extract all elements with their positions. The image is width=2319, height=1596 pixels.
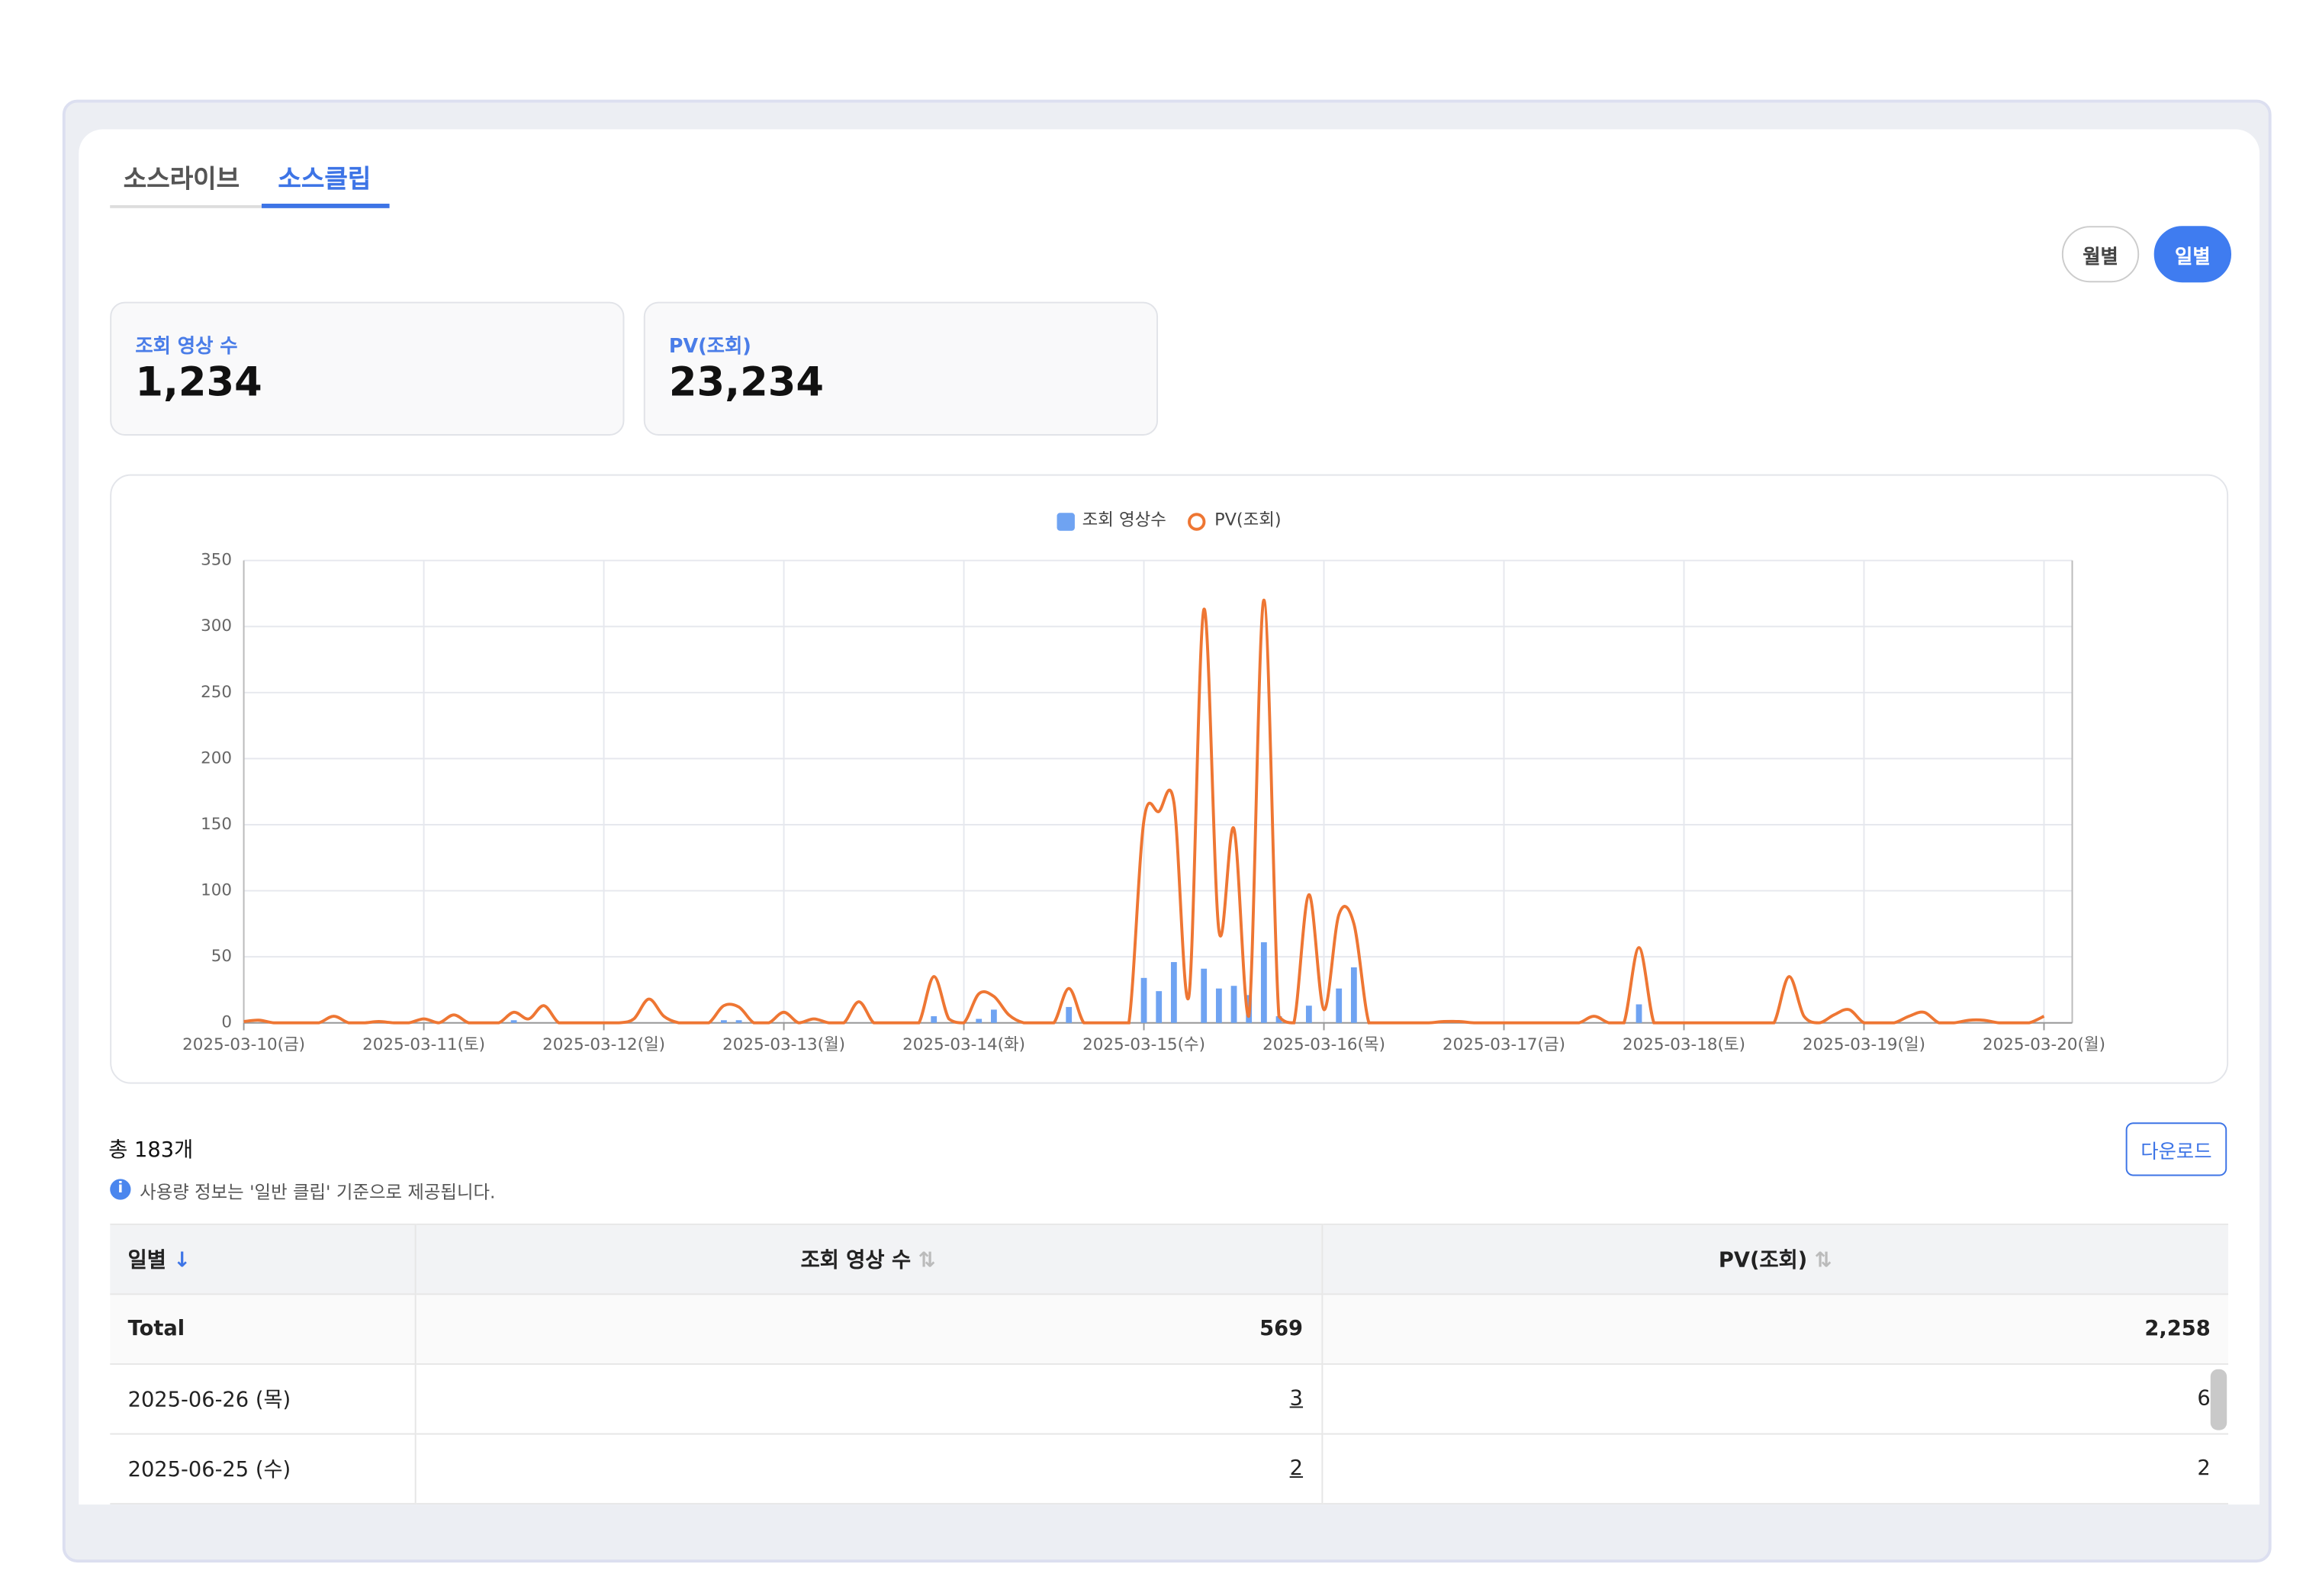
- summary-card: PV(조회) 23,234: [643, 301, 1159, 436]
- x-tick-label: 2025-03-13(월): [722, 1035, 845, 1054]
- cell: 2025-06-25 (수): [110, 1434, 415, 1505]
- y-tick-label: 350: [201, 551, 232, 570]
- bar: [1066, 1006, 1073, 1023]
- x-tick-label: 2025-03-12(일): [542, 1035, 665, 1054]
- y-tick-label: 150: [201, 815, 232, 834]
- tab-indicator: [261, 203, 390, 208]
- bar: [735, 1020, 742, 1023]
- card-label: PV(조회): [668, 336, 751, 359]
- x-tick-label: 2025-03-14(화): [902, 1035, 1025, 1054]
- cell: 2: [1320, 1434, 2229, 1505]
- header-row: 일별 ↓ 조회 영상 수 ⇅ PV(조회) ⇅: [110, 1223, 2229, 1295]
- tab-active[interactable]: 소스클립: [278, 165, 371, 195]
- y-tick-label: 300: [201, 616, 232, 636]
- header[interactable]: PV(조회): [1718, 1248, 1808, 1273]
- chart-card: [110, 474, 2229, 1084]
- y-tick-label: 250: [201, 683, 232, 702]
- cell: 6: [1320, 1363, 2229, 1435]
- x-tick-label: 2025-03-18(토): [1623, 1035, 1745, 1054]
- bar: [1215, 988, 1222, 1023]
- cell-link[interactable]: 3: [413, 1363, 1322, 1435]
- y-tick-label: 100: [201, 881, 232, 900]
- bar: [1260, 942, 1267, 1023]
- legend-label: 조회 영상수: [1082, 510, 1166, 530]
- bar: [1156, 991, 1163, 1023]
- sort-icon[interactable]: ↓: [173, 1248, 191, 1273]
- x-tick-label: 2025-03-17(금): [1443, 1035, 1565, 1054]
- bar: [1305, 1006, 1312, 1023]
- x-tick-label: 2025-03-15(수): [1082, 1035, 1205, 1054]
- card-value: 1,234: [135, 359, 262, 407]
- y-tick-label: 50: [211, 947, 232, 966]
- info-icon: i: [110, 1179, 131, 1200]
- toggle-button[interactable]: 월별: [2061, 226, 2140, 283]
- bar: [1336, 988, 1343, 1023]
- cell: 2,258: [1320, 1294, 2229, 1365]
- cell: 2025-06-26 (목): [110, 1363, 415, 1435]
- cell-link[interactable]: 2: [413, 1434, 1322, 1505]
- card-value: 23,234: [668, 359, 824, 407]
- legend-swatch: [1057, 513, 1075, 531]
- x-tick-label: 2025-03-10(금): [182, 1035, 305, 1054]
- sort-icon[interactable]: ⇅: [1814, 1248, 1832, 1273]
- tab-rule: [110, 204, 390, 208]
- bar: [1201, 968, 1208, 1023]
- toggle-button-active[interactable]: 일별: [2153, 226, 2232, 283]
- row: 2025-06-26 (목) 3 6: [110, 1363, 2229, 1435]
- bar: [1275, 1016, 1282, 1023]
- total-count: 총 183개: [108, 1138, 194, 1163]
- x-tick-label: 2025-03-16(목): [1262, 1035, 1385, 1054]
- info-text: 사용량 정보는 '일반 클립' 기준으로 제공됩니다.: [140, 1182, 496, 1203]
- summary-card: 조회 영상 수 1,234: [110, 301, 625, 436]
- sort-icon[interactable]: ⇅: [918, 1248, 936, 1273]
- cell: Total: [110, 1294, 415, 1365]
- bar: [510, 1020, 517, 1023]
- header[interactable]: 조회 영상 수: [800, 1248, 912, 1273]
- card-label: 조회 영상 수: [135, 336, 238, 359]
- legend-swatch: [1188, 513, 1206, 531]
- scrollbar[interactable]: [2210, 1369, 2227, 1430]
- bar: [720, 1020, 727, 1023]
- bar: [1140, 977, 1147, 1023]
- y-tick-label: 0: [221, 1013, 232, 1032]
- total-row: Total 569 2,258: [110, 1294, 2229, 1365]
- bar: [1230, 986, 1237, 1023]
- x-tick-label: 2025-03-19(일): [1803, 1035, 1925, 1054]
- x-tick-label: 2025-03-20(월): [1983, 1035, 2105, 1054]
- bar: [1350, 967, 1357, 1023]
- header[interactable]: 일별: [127, 1248, 166, 1273]
- bar: [931, 1016, 938, 1023]
- tab[interactable]: 소스라이브: [123, 165, 240, 195]
- y-tick-label: 200: [201, 748, 232, 767]
- table: 일별 ↓ 조회 영상 수 ⇅ PV(조회) ⇅ Total 569 2,258 20…: [110, 1223, 2229, 1505]
- bar: [976, 1018, 983, 1023]
- bar: [990, 1009, 997, 1023]
- table-clip: 일별 ↓ 조회 영상 수 ⇅ PV(조회) ⇅ Total 569 2,258 20…: [110, 1223, 2229, 1505]
- cell: 569: [413, 1294, 1322, 1365]
- x-tick-label: 2025-03-11(토): [362, 1035, 485, 1054]
- download-button[interactable]: 다운로드: [2125, 1122, 2227, 1176]
- legend-label: PV(조회): [1214, 510, 1282, 530]
- bar: [1170, 962, 1177, 1023]
- line: [243, 598, 2045, 1025]
- row: 2025-06-25 (수) 2 2: [110, 1434, 2229, 1505]
- bar: [1636, 1004, 1642, 1023]
